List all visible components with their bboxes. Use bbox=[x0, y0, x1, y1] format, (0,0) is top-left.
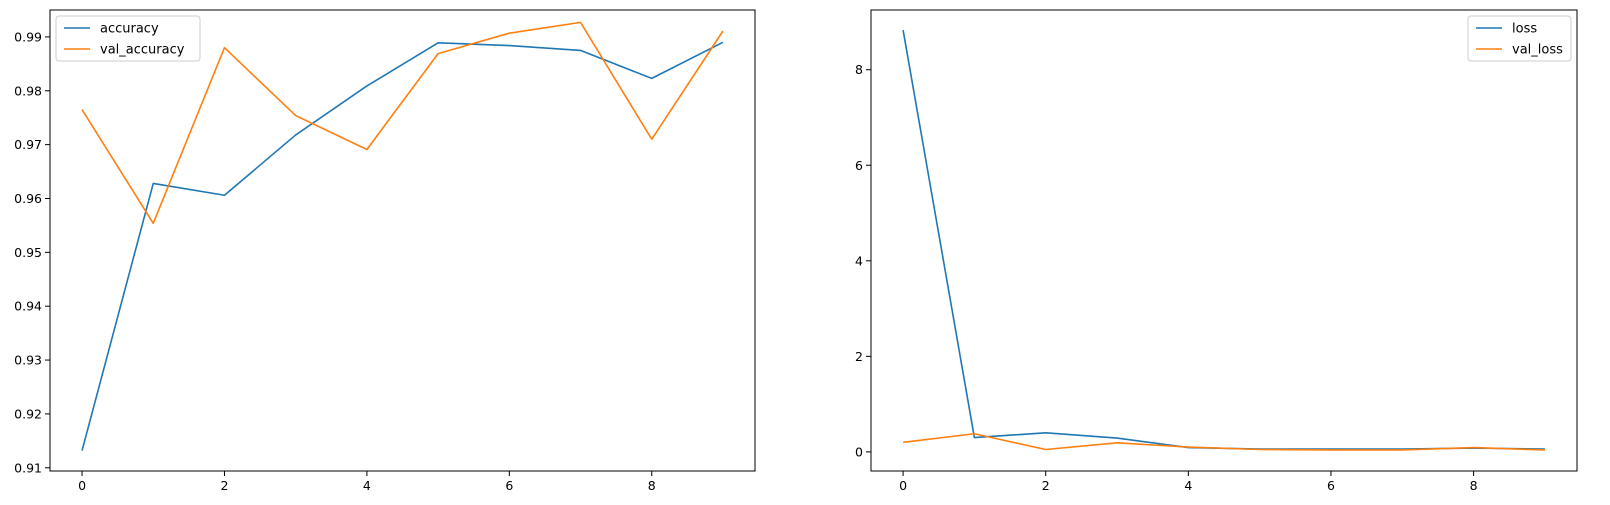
legend-box bbox=[55, 15, 201, 62]
legend: accuracy val_accuracy bbox=[55, 15, 201, 62]
x-tick-label: 2 bbox=[1042, 478, 1050, 493]
legend-label: accuracy bbox=[100, 22, 159, 37]
y-tick-label: 0.95 bbox=[14, 245, 42, 260]
y-tick-label: 6 bbox=[855, 158, 863, 173]
y-tick-label: 0.98 bbox=[14, 83, 42, 98]
plot-frame bbox=[49, 9, 756, 472]
y-tick-label: 0.97 bbox=[14, 137, 42, 152]
legend-label: loss bbox=[1512, 22, 1537, 37]
y-tick-label: 2 bbox=[855, 349, 863, 364]
series-line-val-loss bbox=[902, 432, 1545, 451]
y-tick-label: 0.94 bbox=[14, 299, 42, 314]
x-tick-label: 6 bbox=[1327, 478, 1335, 493]
legend: loss val_loss bbox=[1467, 15, 1572, 62]
plot-frame bbox=[870, 9, 1578, 472]
y-tick-label: 0.93 bbox=[14, 353, 42, 368]
x-tick-label: 4 bbox=[363, 478, 371, 493]
x-tick-label: 0 bbox=[78, 478, 86, 493]
y-tick-label: 0.91 bbox=[14, 460, 42, 475]
y-tick-label: 8 bbox=[855, 62, 863, 77]
series-line-loss bbox=[902, 29, 1545, 450]
x-tick-label: 0 bbox=[899, 478, 907, 493]
legend-label: val_accuracy bbox=[100, 43, 185, 58]
x-tick-label: 2 bbox=[220, 478, 228, 493]
loss-chart: 0 2 4 6 8 0 2 4 6 8 loss val_loss bbox=[855, 9, 1578, 493]
x-tick-label: 6 bbox=[505, 478, 513, 493]
accuracy-chart: 0 2 4 6 8 0.91 0.92 0.93 0.94 0.95 0.96 0.97 0.98 0.9… bbox=[14, 9, 756, 493]
series-line-accuracy bbox=[81, 41, 724, 451]
legend-label: val_loss bbox=[1512, 43, 1563, 58]
y-tick-label: 4 bbox=[855, 253, 863, 268]
y-tick-label: 0.92 bbox=[14, 406, 42, 421]
series-line-val-accuracy bbox=[81, 21, 724, 225]
y-tick-label: 0.99 bbox=[14, 29, 42, 44]
x-tick-label: 8 bbox=[648, 478, 656, 493]
x-tick-label: 4 bbox=[1184, 478, 1192, 493]
x-tick-label: 8 bbox=[1470, 478, 1478, 493]
y-tick-label: 0 bbox=[855, 444, 863, 459]
y-tick-label: 0.96 bbox=[14, 191, 42, 206]
